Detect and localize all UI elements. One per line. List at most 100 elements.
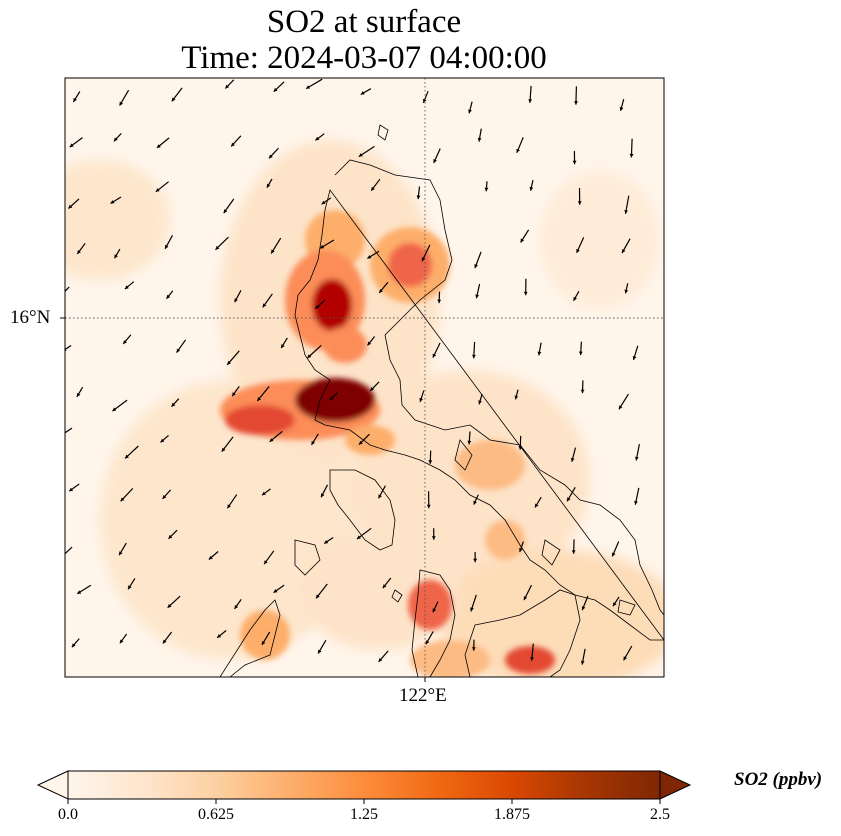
wind-arrow-head — [330, 396, 334, 400]
wind-arrow-head — [68, 204, 73, 209]
wind-arrow-head — [520, 238, 525, 243]
wind-arrow-head — [234, 604, 239, 609]
wind-arrow-head — [537, 351, 542, 356]
wind-arrow-head — [269, 438, 274, 442]
wind-arrow-head — [208, 555, 213, 560]
wind-arrow-head — [433, 159, 437, 163]
wind-arrow-head — [478, 400, 482, 405]
wind-arrow-head — [421, 257, 426, 262]
wind-arrow-head — [379, 289, 383, 293]
wind-arrow-head — [425, 640, 430, 645]
wind-arrow-head — [307, 354, 312, 358]
wind-arrow-head — [315, 136, 320, 141]
wind-arrow-head — [318, 649, 322, 654]
wind-arrow-head — [619, 107, 624, 111]
wind-arrow-head — [225, 84, 230, 89]
wind-arrow-head — [171, 97, 176, 102]
wind-arrow-head — [529, 186, 534, 191]
wind-arrow-head — [624, 210, 628, 214]
wind-arrow-head — [484, 187, 489, 192]
wind-arrow-head — [227, 504, 231, 509]
wind-arrow-head — [422, 98, 427, 103]
wind-arrow-head — [359, 440, 363, 445]
luzon-coastline — [294, 159, 664, 641]
wind-arrow-head — [124, 285, 129, 289]
wind-arrow-head — [156, 144, 161, 148]
wind-arrow-head — [472, 354, 476, 359]
wind-arrow-head — [168, 534, 173, 539]
colorbar-tick-label: 1.875 — [494, 806, 530, 823]
colorbar-unit-label: SO2 (ppbv) — [734, 769, 823, 790]
wind-arrow-head — [162, 495, 167, 499]
wind-arrow-head — [572, 160, 577, 165]
wind-arrow-head — [629, 153, 634, 158]
wind-arrow-head — [523, 291, 528, 296]
wind-arrow-head — [113, 137, 118, 142]
wind-arrow-head — [571, 550, 576, 554]
wind-arrow-head — [577, 201, 582, 205]
wind-arrow-head — [612, 552, 616, 557]
wind-arrow-head — [431, 536, 436, 540]
wind-arrow-head — [358, 153, 363, 157]
wind-arrow-head — [231, 142, 235, 147]
wind-arrow-head — [223, 209, 228, 214]
wind-arrow-head — [473, 558, 478, 563]
wind-arrow-head — [73, 97, 77, 102]
wind-arrow-head — [264, 560, 268, 565]
colorbar-min-extension — [36, 770, 69, 800]
wind-arrow-head — [227, 360, 231, 365]
wind-arrow-head — [125, 454, 129, 459]
wind-arrow-head — [119, 639, 124, 644]
wind-arrow-head — [315, 305, 320, 309]
wind-arrow-head — [574, 101, 578, 105]
wind-arrow-head — [432, 353, 437, 358]
wind-arrow-head — [477, 137, 482, 142]
wind-arrow-head — [622, 249, 626, 254]
colorbar-tick-label: 0.625 — [198, 806, 234, 823]
wind-arrow-head — [474, 264, 478, 269]
islet-6 — [391, 589, 403, 603]
wind-arrow-head — [523, 596, 528, 601]
wind-arrow-head — [266, 183, 271, 188]
colorbar — [36, 770, 692, 804]
wind-arrow-head — [580, 389, 585, 394]
wind-arrow-head — [69, 143, 74, 148]
wind-arrow-head — [576, 248, 580, 253]
wind-arrow-head — [370, 387, 374, 391]
so2-map-area — [56, 78, 664, 677]
wind-arrow-head — [570, 457, 575, 462]
samar-leyte-coastline — [464, 589, 581, 677]
wind-arrow-head — [573, 296, 577, 301]
wind-arrow-head — [378, 494, 382, 499]
wind-arrow-head — [516, 148, 520, 153]
wind-arrow-head — [419, 397, 423, 402]
wind-arrow-head — [120, 497, 125, 502]
longitude-label: 122°E — [399, 685, 447, 706]
wind-arrow-head — [261, 641, 266, 645]
wind-arrow-head — [123, 340, 127, 344]
wind-arrow-head — [155, 188, 160, 192]
wind-arrow-head — [257, 397, 261, 401]
wind-arrow-head — [56, 297, 60, 301]
wind-arrow-head — [581, 606, 586, 611]
wind-arrow-head — [321, 493, 325, 498]
wind-arrow-head — [623, 656, 627, 661]
wind-arrow-head — [221, 447, 226, 452]
wind-arrow-head — [367, 255, 372, 259]
wind-arrow-head — [306, 85, 310, 89]
wind-arrow-head — [217, 634, 222, 638]
wind-arrow-head — [171, 402, 176, 407]
colorbar-tick-label: 0.0 — [58, 806, 78, 823]
wind-arrow-head — [567, 497, 571, 502]
wind-arrow-head — [119, 551, 123, 556]
wind-arrow-head — [119, 101, 124, 106]
wind-arrow-head — [128, 585, 132, 590]
wind-arrow-head — [232, 392, 236, 397]
wind-arrow-head — [428, 460, 433, 464]
so2-haze-layer — [65, 140, 664, 677]
coastline-layer — [219, 124, 664, 677]
wind-arrow-head — [262, 303, 267, 308]
wind-arrow-head — [61, 554, 65, 558]
wind-arrow-shaft — [65, 286, 70, 293]
map-time-subtitle: Time: 2024-03-07 04:00:00 — [181, 40, 547, 76]
